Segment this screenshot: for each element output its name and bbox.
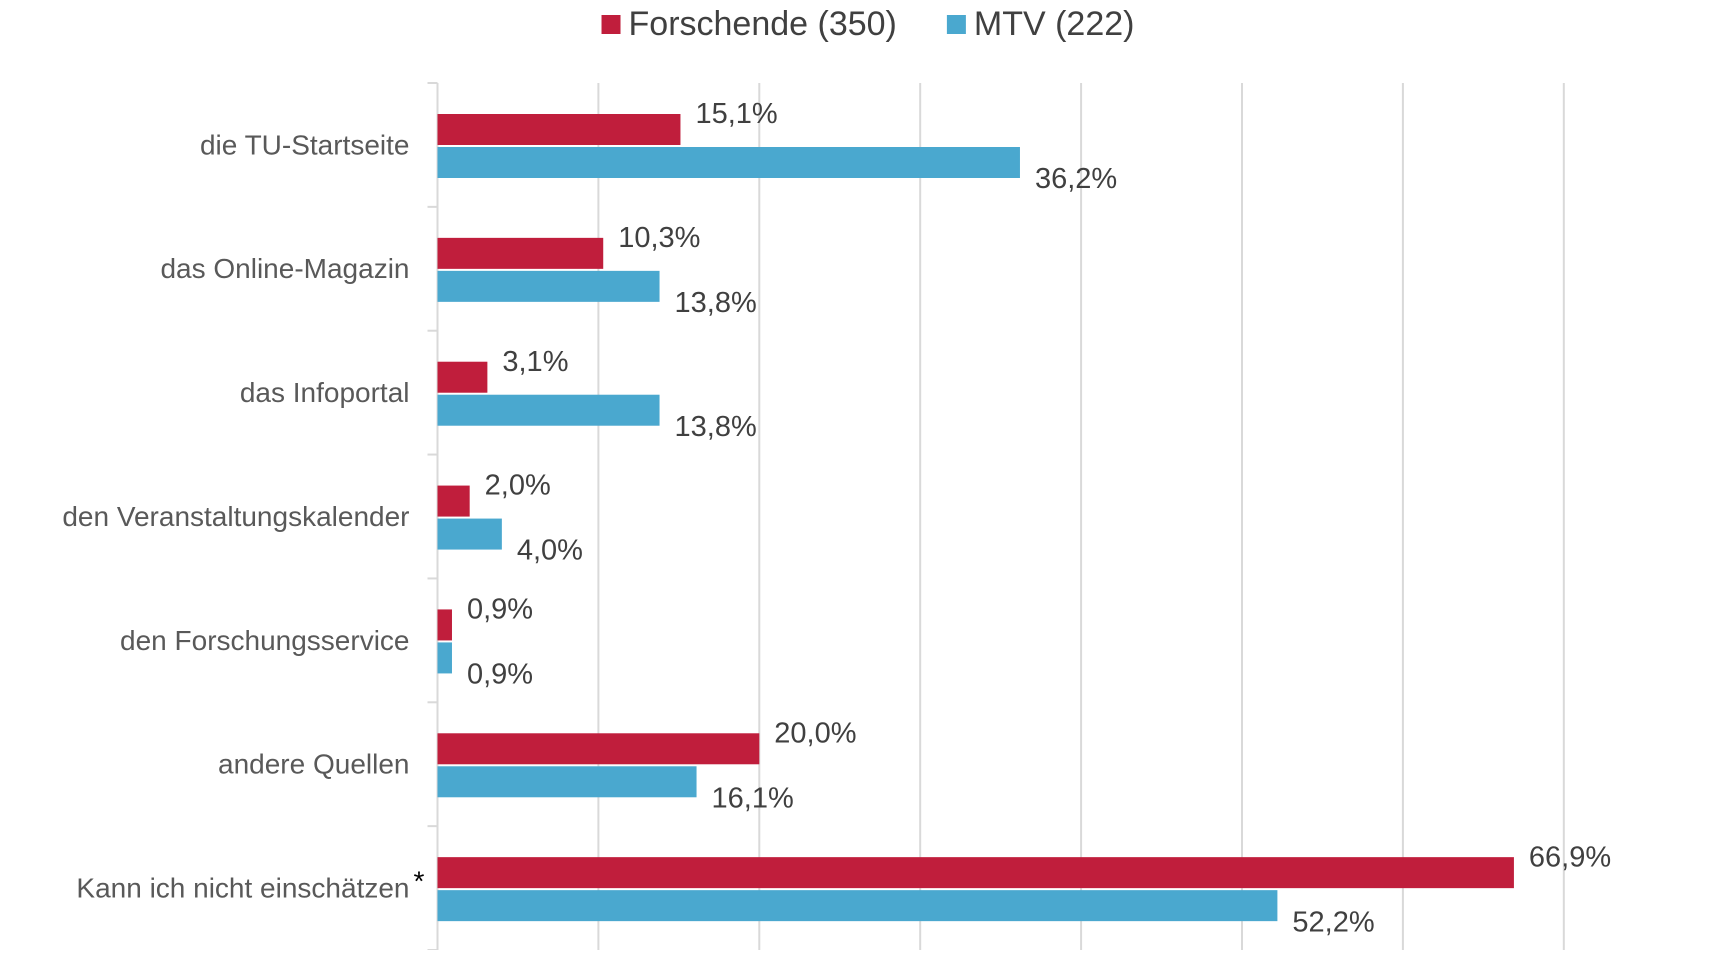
- y-tick-label: das Online-Magazin: [160, 253, 409, 284]
- bar: [437, 485, 470, 517]
- value-label: 2,0%: [485, 470, 551, 502]
- bar: [437, 890, 1278, 922]
- value-label: 52,2%: [1292, 906, 1374, 938]
- value-label: 0,9%: [467, 659, 533, 691]
- value-label: 66,9%: [1529, 841, 1611, 873]
- y-tick-label: die TU-Startseite: [200, 129, 410, 160]
- y-tick-label: andere Quellen: [218, 749, 409, 780]
- bar: [437, 361, 488, 393]
- value-label: 13,8%: [675, 411, 757, 443]
- legend-swatch: [601, 15, 621, 34]
- y-tick-label: Kann ich nicht einschätzen: [76, 873, 409, 904]
- value-label: 13,8%: [675, 287, 757, 319]
- bar: [437, 114, 681, 145]
- value-label: 36,2%: [1035, 163, 1117, 195]
- bar: [437, 609, 452, 641]
- legend-label: MTV (222): [974, 5, 1135, 43]
- legend: Forschende (350) MTV (222): [601, 5, 1135, 43]
- bar: [437, 733, 760, 765]
- bar: [437, 857, 1514, 889]
- value-label: 4,0%: [517, 535, 583, 567]
- value-label: 3,1%: [502, 346, 568, 378]
- footnote-marker: *: [414, 866, 425, 897]
- y-tick-label: den Forschungsservice: [120, 625, 409, 656]
- value-label: 16,1%: [712, 782, 794, 814]
- value-label: 10,3%: [618, 222, 700, 254]
- legend-swatch: [946, 15, 966, 34]
- bar: [437, 394, 660, 426]
- bar: [437, 237, 604, 269]
- bar: [437, 518, 502, 550]
- bar: [437, 642, 452, 674]
- value-label: 15,1%: [695, 98, 777, 130]
- y-tick-label: das Infoportal: [240, 377, 410, 408]
- bar: [437, 147, 1020, 178]
- y-tick-label: den Veranstaltungskalender: [62, 501, 409, 532]
- legend-label: Forschende (350): [629, 5, 897, 43]
- value-label: 0,9%: [467, 594, 533, 626]
- bar: [437, 766, 697, 798]
- bar: [437, 270, 660, 302]
- value-label: 20,0%: [774, 717, 856, 749]
